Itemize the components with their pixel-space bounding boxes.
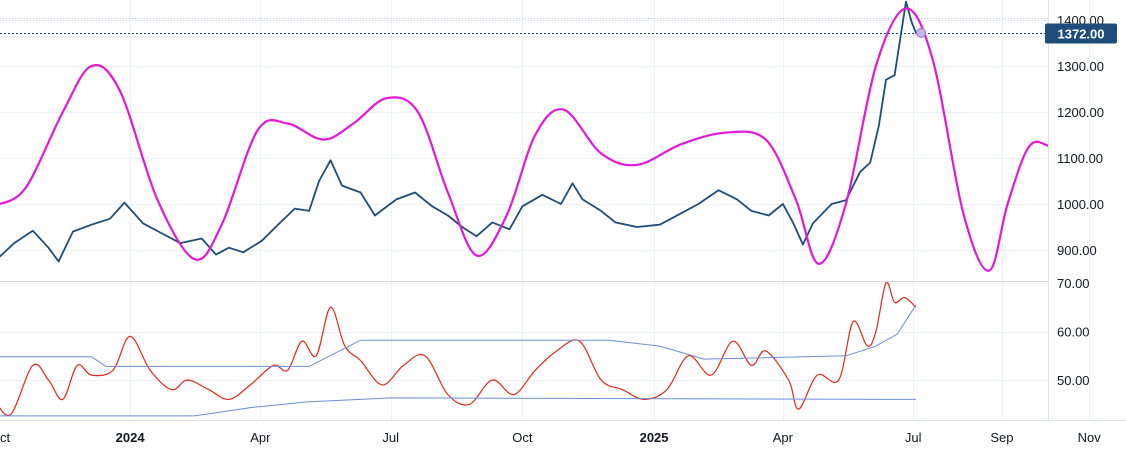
- last-price-marker: [916, 27, 927, 38]
- last-price-overlay: 1372.00: [0, 23, 1117, 44]
- price-axis-tick-label: 1200.00: [1057, 105, 1104, 120]
- upper-band-line: [0, 304, 917, 367]
- price-axis-tick-label: 1000.00: [1057, 197, 1104, 212]
- price-axis-tick-label: 1300.00: [1057, 59, 1104, 74]
- time-axis: ct 2024 Apr Jul Oct 2025 Apr Jul Sep Nov: [0, 430, 1101, 445]
- time-axis-tick-label: 2024: [116, 430, 146, 445]
- time-axis-tick-label: Nov: [1078, 430, 1102, 445]
- oscillator-axis: 50.00 60.00 70.00: [1057, 276, 1090, 388]
- oscillator-panel: [0, 282, 917, 417]
- time-axis-tick-label: ct: [0, 430, 11, 445]
- time-axis-tick-label: Jul: [905, 430, 922, 445]
- oscillator-line: [0, 282, 917, 417]
- time-axis-tick-label: Sep: [990, 430, 1013, 445]
- price-line: [0, 0, 917, 263]
- time-axis-tick-label: Oct: [512, 430, 533, 445]
- lower-band-line: [0, 397, 917, 417]
- price-axis-tick-label: 900.00: [1057, 243, 1097, 258]
- price-panel: [0, 0, 1048, 272]
- oscillator-axis-tick-label: 50.00: [1057, 373, 1090, 388]
- time-axis-tick-label: Jul: [382, 430, 399, 445]
- price-axis-tick-label: 1100.00: [1057, 151, 1103, 166]
- oscillator-axis-tick-label: 70.00: [1057, 276, 1090, 291]
- time-axis-tick-label: Apr: [773, 430, 794, 445]
- last-price-badge: [1045, 23, 1117, 44]
- oscillator-axis-tick-label: 60.00: [1057, 325, 1090, 340]
- grid-lines: [0, 0, 1090, 420]
- time-axis-tick-label: 2025: [640, 430, 669, 445]
- time-axis-tick-label: Apr: [250, 430, 271, 445]
- cycle-projection-line: [0, 7, 1048, 272]
- last-price-label: 1372.00: [1058, 27, 1105, 42]
